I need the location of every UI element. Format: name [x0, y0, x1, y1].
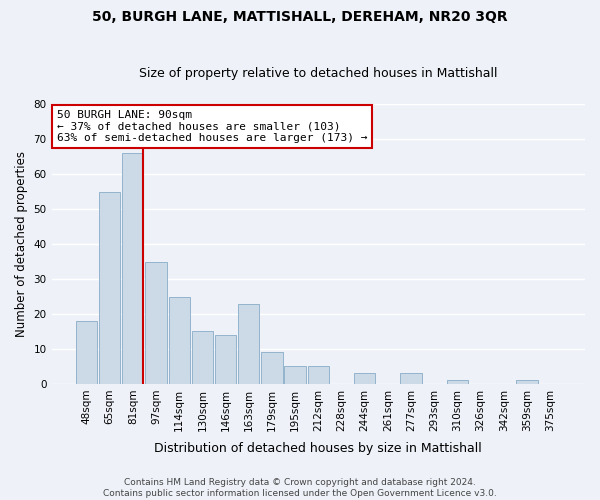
X-axis label: Distribution of detached houses by size in Mattishall: Distribution of detached houses by size … [154, 442, 482, 455]
Bar [215, 335, 236, 384]
Bar [446, 380, 468, 384]
Bar [191, 332, 213, 384]
Bar [261, 352, 283, 384]
Bar [284, 366, 306, 384]
Text: 50 BURGH LANE: 90sqm
← 37% of detached houses are smaller (103)
63% of semi-deta: 50 BURGH LANE: 90sqm ← 37% of detached h… [57, 110, 367, 143]
Bar [238, 304, 259, 384]
Bar [516, 380, 538, 384]
Bar [76, 321, 97, 384]
Text: 50, BURGH LANE, MATTISHALL, DEREHAM, NR20 3QR: 50, BURGH LANE, MATTISHALL, DEREHAM, NR2… [92, 10, 508, 24]
Bar [308, 366, 329, 384]
Bar [145, 262, 167, 384]
Text: Contains HM Land Registry data © Crown copyright and database right 2024.
Contai: Contains HM Land Registry data © Crown c… [103, 478, 497, 498]
Y-axis label: Number of detached properties: Number of detached properties [15, 151, 28, 337]
Bar [169, 296, 190, 384]
Bar [354, 374, 375, 384]
Bar [122, 153, 143, 384]
Bar [99, 192, 120, 384]
Bar [400, 374, 422, 384]
Title: Size of property relative to detached houses in Mattishall: Size of property relative to detached ho… [139, 66, 497, 80]
